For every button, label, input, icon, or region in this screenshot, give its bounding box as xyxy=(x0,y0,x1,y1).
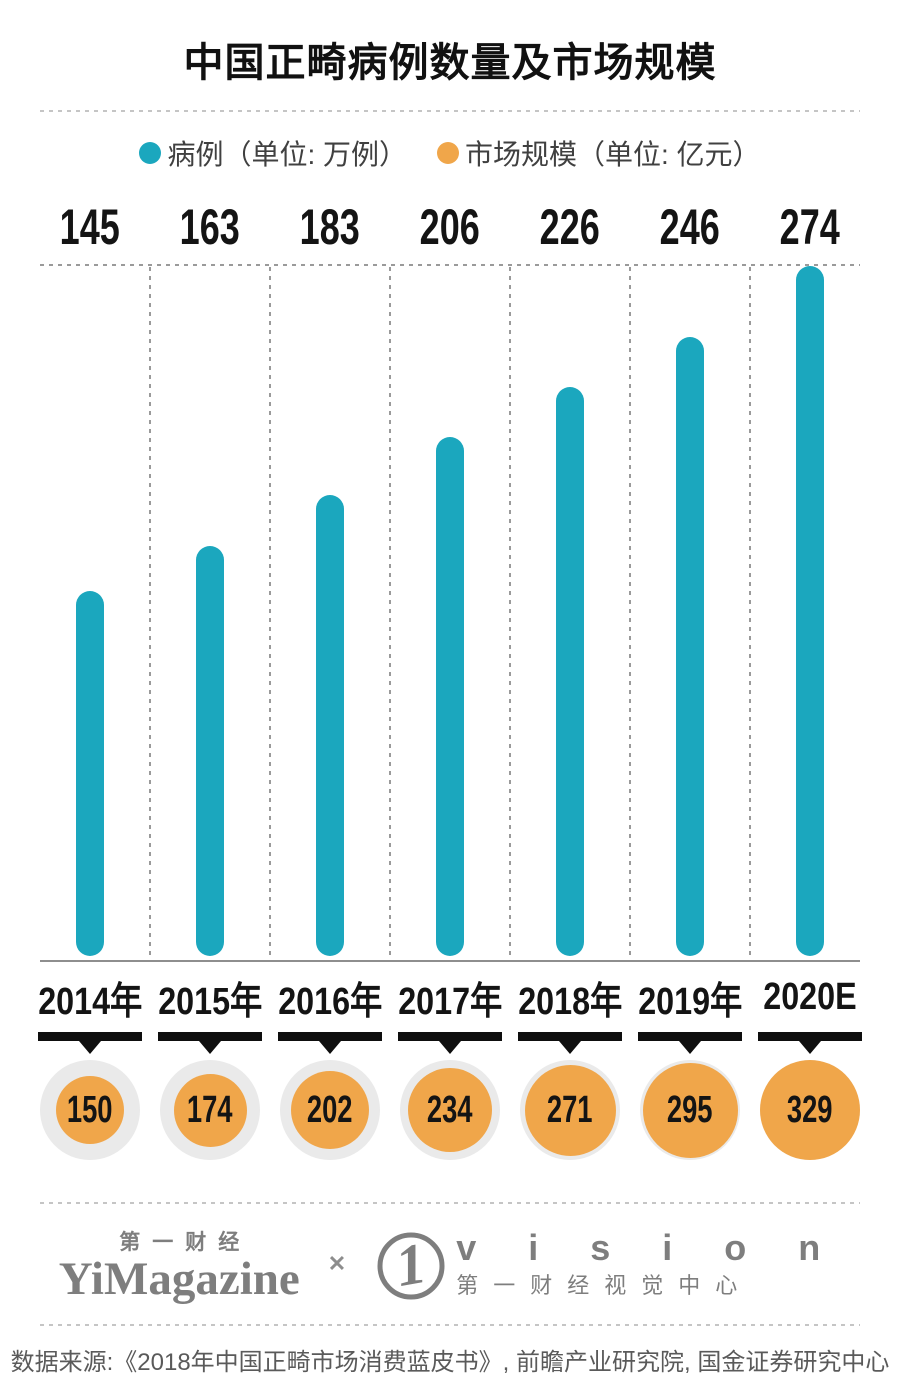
pointer-tag xyxy=(30,1024,150,1048)
grid-vline xyxy=(749,267,751,960)
x-axis-label: 2014年 xyxy=(37,981,143,1023)
grid-vline xyxy=(149,267,151,960)
case-value-label: 246 xyxy=(659,199,721,255)
market-circle: 295 xyxy=(630,1058,750,1162)
pointer-tag xyxy=(510,1024,630,1048)
market-value-bubble: 150 xyxy=(56,1076,124,1144)
grid-vline xyxy=(629,267,631,960)
divider-footer-top xyxy=(40,1202,860,1204)
yimagazine-wordmark: YiMagazine xyxy=(58,1252,300,1305)
market-circle: 271 xyxy=(510,1058,630,1162)
case-values-row: 145 163 183 206 226 246 274 xyxy=(30,198,870,255)
x-axis-label: 2016年 xyxy=(277,981,383,1023)
plot-top-dashed-line xyxy=(40,264,860,266)
pointer-tag xyxy=(750,1024,870,1048)
case-value-label: 274 xyxy=(779,199,841,255)
case-bar xyxy=(316,495,344,956)
case-value-label: 183 xyxy=(299,199,361,255)
market-circle-bg: 174 xyxy=(160,1060,260,1160)
cross-icon: ✕ xyxy=(327,1251,347,1276)
market-circle: 174 xyxy=(150,1058,270,1162)
market-circle-bg: 234 xyxy=(400,1060,500,1160)
market-circle: 329 xyxy=(750,1058,870,1162)
grid-vline xyxy=(509,267,511,960)
market-circles-row: 150 174 202 234 271 295 329 xyxy=(30,1058,870,1162)
vision-cn-label: 第一财经视觉中心 xyxy=(456,1272,753,1298)
pointer-tag xyxy=(390,1024,510,1048)
pointer-tag xyxy=(630,1024,750,1048)
market-circle-bg: 202 xyxy=(280,1060,380,1160)
market-circle-bg: 295 xyxy=(640,1060,740,1160)
vision-circle-one-icon: 1 xyxy=(377,1230,445,1300)
x-axis-label: 2018年 xyxy=(517,981,623,1023)
x-axis-labels-row: 2014年 2015年 2016年 2017年 2018年 2019年 2020E xyxy=(30,962,870,1023)
x-axis-line xyxy=(40,960,860,962)
market-circle: 150 xyxy=(30,1058,150,1162)
x-axis-label: 2015年 xyxy=(157,981,263,1023)
market-circle-bg: 329 xyxy=(760,1060,860,1160)
case-value-label: 163 xyxy=(179,199,241,255)
case-bar xyxy=(436,437,464,956)
market-value-bubble: 234 xyxy=(408,1068,492,1152)
market-circle-bg: 271 xyxy=(520,1060,620,1160)
footer-logos: 第一财经 YiMagazine ✕ 1 v i s i o n 第一财经视觉中心 xyxy=(0,1204,900,1324)
x-axis-label: 2020E xyxy=(763,976,857,1018)
yimagazine-cn-label: 第一财经 xyxy=(119,1230,252,1254)
market-value-bubble: 329 xyxy=(760,1060,860,1160)
legend-label-cases: 病例（单位: 万例） xyxy=(167,139,407,170)
pointer-tags-row xyxy=(30,1024,870,1048)
grid-vline xyxy=(269,267,271,960)
case-value-label: 226 xyxy=(539,199,601,255)
pointer-tag xyxy=(270,1024,390,1048)
case-bar xyxy=(76,591,104,956)
case-value-label: 145 xyxy=(59,199,121,255)
market-circle: 234 xyxy=(390,1058,510,1162)
data-source-note: 数据来源:《2018年中国正畸市场消费蓝皮书》, 前瞻产业研究院, 国金证券研究… xyxy=(10,1349,890,1376)
market-value-bubble: 295 xyxy=(642,1062,738,1158)
case-bar xyxy=(676,337,704,956)
divider-source-top xyxy=(40,1324,860,1326)
case-value-label: 206 xyxy=(419,199,481,255)
legend: 病例（单位: 万例） 市场规模（单位: 亿元） xyxy=(0,130,900,176)
legend-item-cases: 病例（单位: 万例） xyxy=(139,133,407,173)
bar-plot-area xyxy=(30,264,870,960)
market-value-bubble: 174 xyxy=(173,1073,247,1147)
case-bar xyxy=(196,546,224,956)
x-axis-label: 2019年 xyxy=(637,981,743,1023)
market-circle: 202 xyxy=(270,1058,390,1162)
vision-text-block: v i s i o n 第一财经视觉中心 xyxy=(456,1228,841,1300)
divider-top xyxy=(40,110,860,112)
case-bar xyxy=(796,266,824,956)
x-axis-label: 2017年 xyxy=(397,981,503,1023)
market-value-bubble: 271 xyxy=(524,1064,616,1156)
case-bar xyxy=(556,387,584,956)
vision-logo: 1 v i s i o n 第一财经视觉中心 xyxy=(374,1224,841,1304)
market-value-bubble: 202 xyxy=(291,1071,369,1149)
vision-wordmark: v i s i o n xyxy=(456,1227,842,1269)
legend-label-market: 市场规模（单位: 亿元） xyxy=(465,139,761,170)
grid-vline xyxy=(389,267,391,960)
yimagazine-logo: 第一财经 YiMagazine xyxy=(59,1226,300,1303)
pointer-tag xyxy=(150,1024,270,1048)
chart-title: 中国正畸病例数量及市场规模 xyxy=(183,41,717,85)
legend-item-market: 市场规模（单位: 亿元） xyxy=(437,133,761,173)
market-dot-icon xyxy=(437,142,459,164)
cases-dot-icon xyxy=(139,142,162,164)
market-circle-bg: 150 xyxy=(40,1060,140,1160)
